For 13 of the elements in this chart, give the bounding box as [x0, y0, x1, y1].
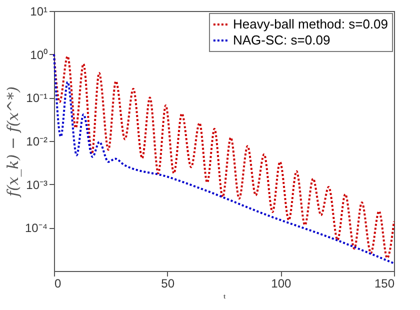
y-tick-label: 10⁻² [26, 134, 48, 148]
y-tick-label: 10⁻¹ [26, 91, 48, 106]
y-tick-label: 10⁰ [30, 48, 48, 62]
y-tick-label: 10⁻³ [26, 178, 48, 192]
legend-label: NAG-SC: s=0.09 [233, 32, 330, 48]
y-tick-label: 10¹ [30, 4, 48, 18]
x-tick-label: 50 [161, 276, 175, 290]
legend-label: Heavy-ball method: s=0.09 [233, 16, 388, 32]
x-tick-label: 100 [271, 276, 292, 290]
y-tick-label: 10⁻⁴ [24, 221, 48, 236]
x-tick-label: 0 [54, 276, 62, 290]
y-axis-title: f(x_k) − f(x^*) [4, 86, 22, 198]
x-tick-label: 150 [374, 276, 395, 290]
